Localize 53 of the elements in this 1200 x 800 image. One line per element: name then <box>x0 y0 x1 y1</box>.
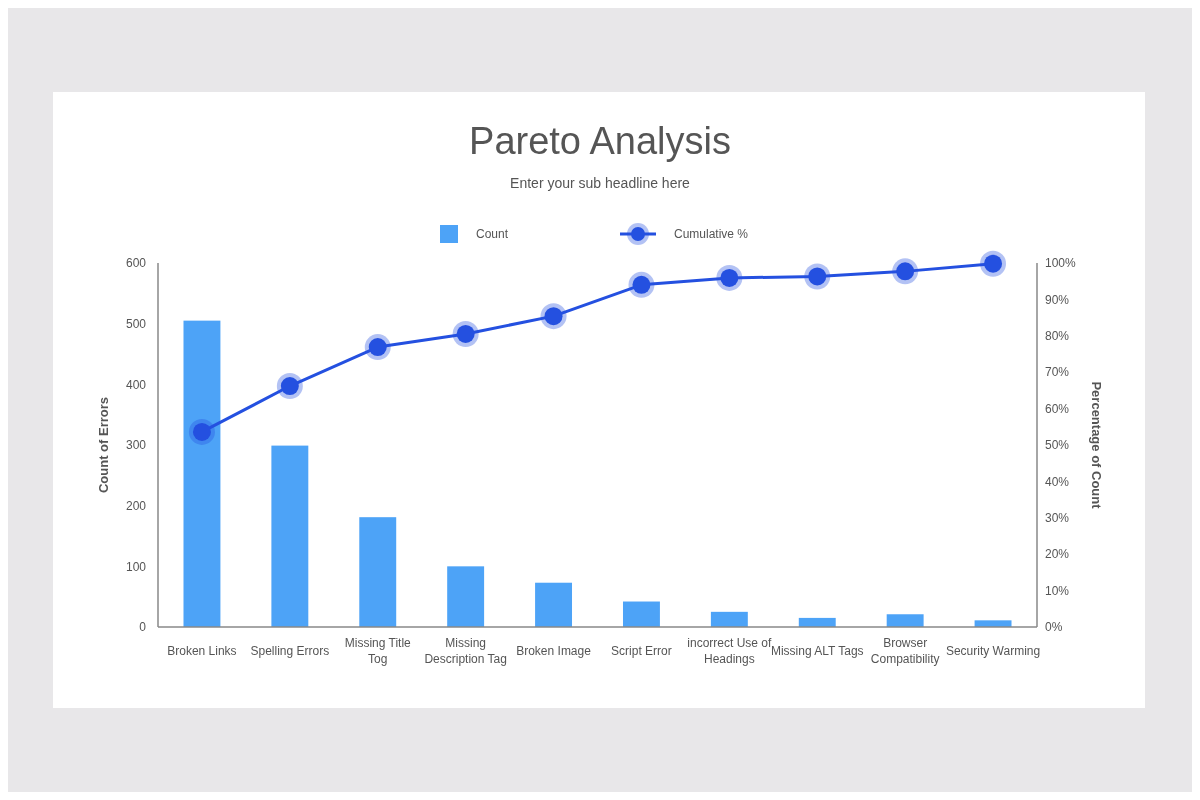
x-tick-label: Security Warming <box>945 644 1041 658</box>
y2-tick-label: 70% <box>1045 365 1070 380</box>
bar <box>271 445 309 627</box>
legend-label: Count <box>476 227 509 241</box>
bar <box>622 601 660 627</box>
point <box>188 418 215 445</box>
point <box>540 303 567 330</box>
bar <box>886 614 924 627</box>
y2-tick-label: 10% <box>1045 583 1070 598</box>
y2-tick-label: 0% <box>1045 620 1063 635</box>
bar <box>974 620 1012 627</box>
point <box>980 250 1007 277</box>
point <box>892 258 919 285</box>
y-tick-label: 500 <box>125 316 147 331</box>
y-tick-label: 100 <box>125 559 147 574</box>
x-tick-label: Missing ALT Tags <box>770 644 864 658</box>
x-tick-label: Missing Title Tog <box>344 636 412 666</box>
point <box>452 320 479 347</box>
x-tick-label: Broken Image <box>516 644 592 658</box>
y2-tick-label: 80% <box>1045 329 1070 343</box>
y-tick-label: 200 <box>125 498 147 513</box>
point <box>804 263 831 290</box>
y2-tick-label: 50% <box>1045 438 1070 453</box>
x-tick-label: Missing Description Tag <box>424 636 507 666</box>
bar <box>183 320 221 627</box>
point <box>628 271 655 298</box>
x-tick-label: Script Error <box>611 644 672 658</box>
y2-tick-label: 60% <box>1045 401 1070 416</box>
y2-tick-label: 100% <box>1045 256 1077 271</box>
y2-tick-label: 20% <box>1045 547 1070 562</box>
y2-tick-label: 30% <box>1045 511 1070 525</box>
x-tick-label: Spelling Errors <box>250 644 330 658</box>
bar <box>359 517 397 627</box>
y2-tick-label: 40% <box>1045 474 1070 489</box>
x-tick-label: Browser Compatibility <box>870 636 940 666</box>
legend-label: Cumulative % <box>674 227 749 241</box>
y2-axis-title: Percentage of Count <box>1089 381 1104 510</box>
bar <box>535 582 573 627</box>
point <box>276 373 303 400</box>
y-tick-label: 400 <box>125 377 147 392</box>
y-axis-title: Count of Errors <box>96 396 111 494</box>
chart-title: Pareto Analysis <box>469 120 731 162</box>
bar <box>447 566 485 627</box>
x-tick-label: incorrect Use of Headings <box>687 636 773 666</box>
point <box>716 264 743 291</box>
y-tick-label: 300 <box>125 438 147 453</box>
bar <box>710 611 748 627</box>
y2-tick-label: 90% <box>1045 292 1070 307</box>
y-tick-label: 600 <box>125 256 147 271</box>
y-tick-label: 0 <box>139 620 147 635</box>
point <box>364 334 391 361</box>
x-tick-label: Broken Links <box>167 644 237 658</box>
chart-subtitle: Enter your sub headline here <box>510 175 691 191</box>
